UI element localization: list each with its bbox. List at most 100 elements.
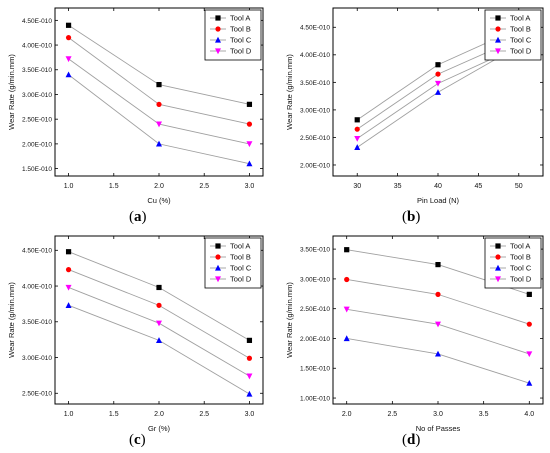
x-axis-label: Gr (%): [148, 424, 171, 433]
legend-marker: [215, 243, 221, 249]
y-axis-label: Wear Rate (g/min.mm): [7, 54, 16, 130]
y-tick-label: 3.50E-010: [22, 319, 52, 326]
series-line: [68, 287, 250, 377]
series-tool-a: [65, 22, 253, 107]
series-tool-b: [65, 267, 253, 361]
x-tick-label: 1.5: [109, 183, 119, 190]
y-tick-label: 3.00E-010: [300, 276, 330, 283]
x-tick-label: 30: [353, 183, 361, 190]
legend-entry: Tool B: [490, 253, 531, 262]
data-point: [65, 71, 72, 78]
data-point: [246, 160, 253, 167]
data-point: [65, 35, 72, 41]
data-point: [65, 267, 72, 273]
data-point: [246, 390, 253, 397]
legend-entry: Tool C: [210, 264, 252, 273]
data-point: [65, 22, 72, 28]
data-point: [156, 121, 162, 128]
data-point: [156, 140, 162, 147]
legend-marker: [495, 36, 501, 43]
series-tool-d: [65, 284, 253, 380]
legend-entry: Tool C: [490, 264, 532, 273]
y-tick-label: 3.00E-010: [300, 107, 330, 114]
x-tick-label: 2.0: [154, 183, 164, 190]
data-point: [156, 302, 162, 308]
legend-marker: [495, 48, 501, 55]
series-tool-c: [343, 335, 533, 386]
legend-entry: Tool C: [490, 36, 532, 45]
legend-entry: Tool D: [210, 275, 252, 284]
legend-marker: [215, 276, 221, 283]
x-tick-label: 2.5: [387, 411, 397, 418]
series-tool-d: [65, 56, 253, 148]
data-point: [246, 337, 253, 343]
series-line: [346, 308, 530, 355]
y-tick-label: 2.00E-010: [22, 141, 52, 148]
series-tool-a: [65, 249, 253, 343]
legend: Tool A Tool B Tool C Tool D: [484, 9, 542, 61]
x-tick-label: 50: [515, 183, 523, 190]
legend-entry: Tool A: [490, 14, 530, 23]
panel-label-c-letter: c: [134, 432, 141, 448]
y-tick-label: 4.00E-010: [22, 283, 52, 290]
data-point: [343, 306, 350, 313]
y-tick-label: 2.50E-010: [22, 117, 52, 124]
legend-entry: Tool D: [490, 47, 532, 56]
y-tick-label: 4.00E-010: [22, 42, 52, 49]
series-line: [356, 45, 519, 148]
legend-label: Tool B: [230, 25, 251, 34]
legend-entry: Tool B: [490, 25, 531, 34]
legend-entry: Tool D: [210, 47, 252, 56]
series-tool-c: [65, 302, 253, 397]
legend-marker: [495, 243, 501, 249]
legend-label: Tool D: [230, 47, 252, 56]
series-line: [68, 58, 250, 145]
data-point: [246, 373, 253, 380]
x-tick-label: 3.0: [245, 411, 255, 418]
panel-label-b: (b): [402, 209, 421, 225]
x-tick-label: 3.5: [479, 411, 489, 418]
x-tick-label: 3.0: [433, 411, 443, 418]
legend-label: Tool A: [230, 242, 250, 251]
legend-entry: Tool A: [210, 242, 250, 251]
y-tick-label: 2.50E-010: [300, 306, 330, 313]
legend-label: Tool A: [510, 242, 530, 251]
panel-label-c: (c): [129, 432, 146, 448]
legend-marker: [495, 276, 501, 283]
legend-entry: Tool B: [210, 25, 251, 34]
y-tick-label: 3.50E-010: [300, 80, 330, 87]
legend-label: Tool B: [510, 253, 531, 262]
series-tool-c: [65, 71, 253, 167]
data-point: [354, 144, 361, 150]
x-tick-label: 1.0: [64, 411, 74, 418]
data-point: [354, 135, 361, 142]
legend-label: Tool C: [230, 36, 252, 45]
legend-entry: Tool C: [210, 36, 252, 45]
legend-marker: [495, 15, 501, 21]
panel-label-d: (d): [402, 432, 421, 448]
legend-label: Tool C: [510, 36, 532, 45]
chart-c-svg: 1.0 1.5 2.0 2.5 3.0 2.50E-010 3.00E-010 3.50E-0…: [7, 235, 264, 433]
y-tick-label: 4.50E-010: [22, 18, 52, 25]
legend-entry: Tool D: [490, 275, 532, 284]
data-point: [156, 101, 162, 107]
legend: Tool A Tool B Tool C Tool D: [204, 237, 262, 289]
data-point: [65, 284, 72, 291]
data-point: [526, 291, 532, 297]
series-tool-b: [344, 276, 532, 327]
data-point: [435, 261, 441, 268]
data-point: [156, 337, 162, 343]
y-tick-label: 3.50E-010: [300, 247, 330, 254]
legend-marker: [495, 254, 501, 260]
data-point: [435, 80, 441, 87]
panel-label-b-letter: b: [407, 209, 416, 225]
data-point: [156, 81, 162, 88]
legend-marker: [215, 48, 221, 55]
legend-marker: [495, 264, 501, 271]
y-tick-label: 1.50E-010: [300, 366, 330, 373]
y-axis-label: Wear Rate (g/min.mm): [285, 54, 294, 130]
y-tick-label: 2.00E-010: [300, 162, 330, 169]
data-point: [526, 351, 533, 358]
data-point: [65, 302, 72, 308]
x-axis-label: Cu (%): [147, 196, 171, 205]
